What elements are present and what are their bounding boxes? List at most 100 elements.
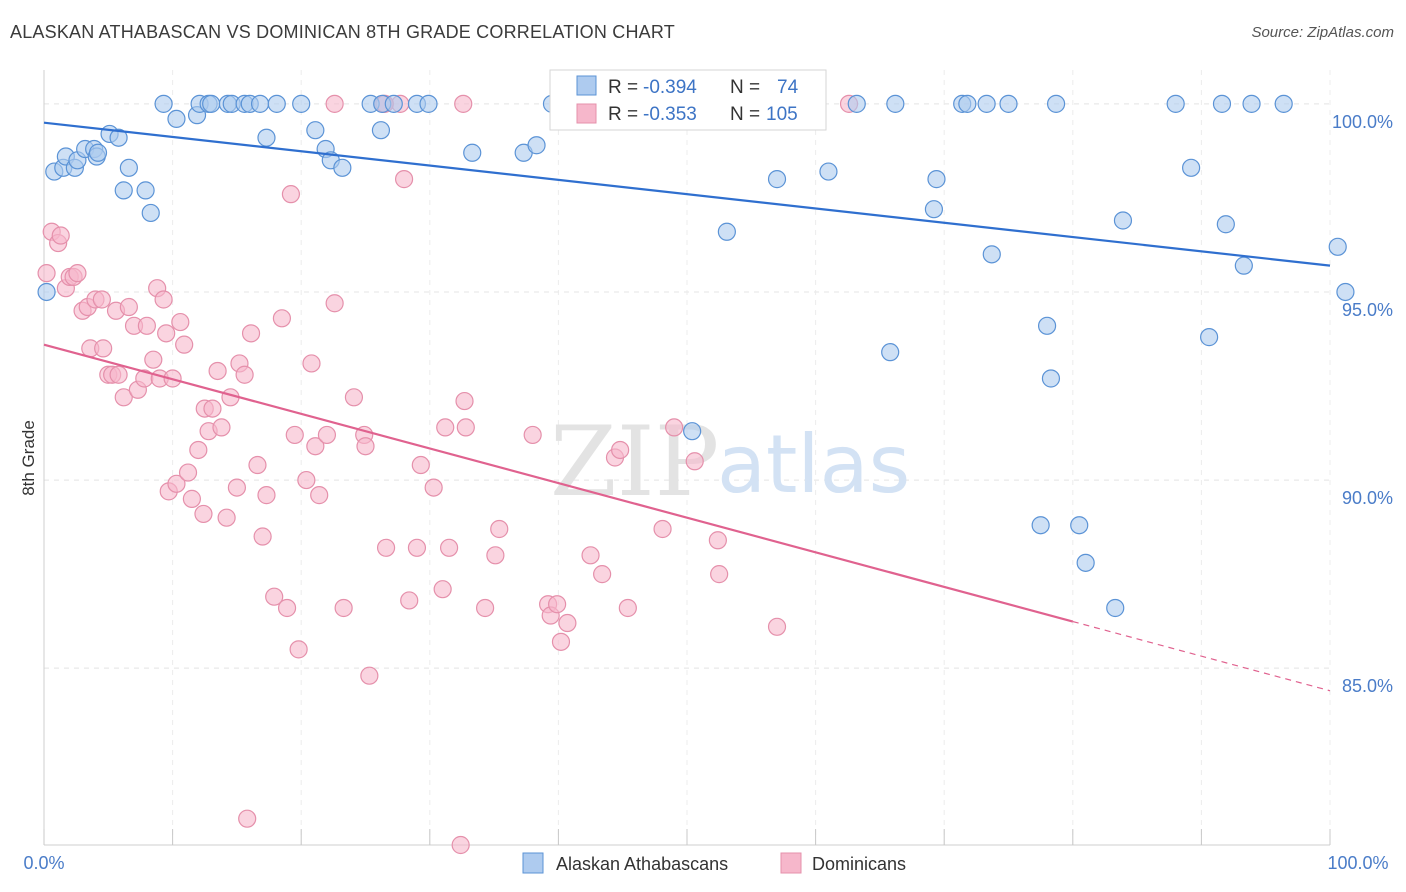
dominicans-point xyxy=(253,527,272,546)
x-tick-max: 100.0% xyxy=(1327,853,1388,873)
athabascans-point xyxy=(250,94,270,113)
dominicans-point xyxy=(548,595,567,614)
athabascans-point xyxy=(1200,328,1219,347)
athabascans-point xyxy=(109,128,128,147)
dominicans-point xyxy=(407,538,427,557)
dominicans-point xyxy=(344,388,364,407)
dominicans-point xyxy=(490,519,509,539)
athabascans-point xyxy=(999,94,1018,113)
dominicans-point xyxy=(281,185,301,204)
dominicans-point xyxy=(189,440,208,460)
dominicans-point xyxy=(710,565,729,584)
stats-r-value-1: -0.394 xyxy=(643,77,697,98)
dominicans-point xyxy=(400,591,419,610)
athabascans-point xyxy=(1106,598,1125,618)
dominicans-point xyxy=(356,437,375,456)
dominicans-point xyxy=(51,226,70,245)
dominicans-point xyxy=(178,463,198,482)
athabascans-point xyxy=(1041,369,1061,388)
dominicans-point xyxy=(167,474,186,493)
dominicans-point xyxy=(302,354,321,373)
dominicans-point xyxy=(325,294,344,313)
athabascans-point xyxy=(717,222,736,241)
dominicans-point xyxy=(92,290,111,309)
athabascans-point xyxy=(1328,237,1347,256)
athabascans-point xyxy=(306,121,325,140)
athabascans-point xyxy=(1113,211,1133,230)
stats-swatch-blue xyxy=(576,75,597,96)
dominicans-point xyxy=(208,361,227,381)
x-tick-min: 0.0% xyxy=(23,853,64,873)
y-tick-label: 90.0% xyxy=(1342,488,1393,508)
dominicans-point xyxy=(433,580,452,599)
athabascans-point xyxy=(292,94,311,113)
y-tick-label: 95.0% xyxy=(1342,300,1393,320)
dominicans-point xyxy=(94,339,113,358)
chart-title: ALASKAN ATHABASCAN VS DOMINICAN 8TH GRAD… xyxy=(10,22,675,42)
dominicans-point xyxy=(685,452,704,471)
dominicans-point xyxy=(109,365,128,384)
y-tick-label: 85.0% xyxy=(1342,676,1393,696)
dominicans-point xyxy=(68,264,87,283)
stats-r-label-1: R = xyxy=(608,77,638,98)
dominicans-point xyxy=(212,418,231,437)
athabascans-point xyxy=(1242,94,1261,113)
dominicans-point xyxy=(285,425,304,445)
dominicans-point xyxy=(360,666,379,685)
dominicans-point xyxy=(394,170,414,189)
dominicans-point xyxy=(257,486,276,505)
trend-lines xyxy=(43,121,1331,692)
dominicans-point xyxy=(119,297,138,317)
dominicans-point xyxy=(334,598,353,618)
athabascans-point xyxy=(1076,553,1095,572)
stats-r-value-2: -0.353 xyxy=(643,104,697,125)
dominicans-point xyxy=(551,632,571,651)
dominicans-point xyxy=(486,546,505,565)
dominicans-point xyxy=(238,809,257,828)
dominicans-point xyxy=(558,613,577,633)
trend-line xyxy=(43,121,1331,267)
dominicans-point xyxy=(665,418,684,437)
dominicans-point xyxy=(265,587,284,606)
athabascans-point xyxy=(982,245,1001,264)
dominicans-point xyxy=(277,598,297,618)
athabascans-point xyxy=(384,94,403,113)
dominicans-point xyxy=(581,546,600,565)
dominicans-point xyxy=(454,94,473,113)
athabascans-point xyxy=(527,136,546,155)
athabascans-point xyxy=(141,203,160,223)
athabascans-point xyxy=(886,94,905,113)
athabascans-point xyxy=(1182,158,1201,177)
dominicans-point xyxy=(248,455,267,475)
dominicans-point xyxy=(144,350,163,369)
y-tick-labels: 85.0% 90.0% 95.0% 100.0% xyxy=(1332,112,1393,696)
dominicans-point xyxy=(157,324,176,343)
watermark-atlas: atlas xyxy=(717,418,910,511)
athabascans-point xyxy=(1166,94,1185,113)
athabascans-point xyxy=(767,170,787,189)
stats-swatch-pink xyxy=(576,103,597,124)
athabascans-point xyxy=(267,94,286,113)
stats-n-label-2: N = xyxy=(730,104,760,125)
stats-n-label-1: N = xyxy=(730,77,760,98)
athabascans-point xyxy=(1070,516,1089,535)
athabascans-point xyxy=(958,94,977,113)
dominicans-point xyxy=(593,565,612,584)
dominicans-point xyxy=(175,335,194,354)
athabascans-point xyxy=(847,94,866,113)
dominicans-point xyxy=(37,264,56,283)
athabascans-point xyxy=(1046,94,1066,113)
athabascans-point xyxy=(202,94,221,113)
dominicans-point xyxy=(272,309,292,328)
dominicans-point xyxy=(436,418,455,437)
athabascans-point xyxy=(1031,516,1050,535)
athabascans-point xyxy=(114,181,133,200)
athabascans-point xyxy=(927,170,946,189)
dominicans-point xyxy=(451,835,470,855)
dominicans-point xyxy=(154,290,173,309)
y-axis-label: 8th Grade xyxy=(19,420,38,496)
x-ticks xyxy=(43,829,1331,845)
athabascans-point xyxy=(977,94,996,113)
dominicans-point xyxy=(424,478,443,497)
